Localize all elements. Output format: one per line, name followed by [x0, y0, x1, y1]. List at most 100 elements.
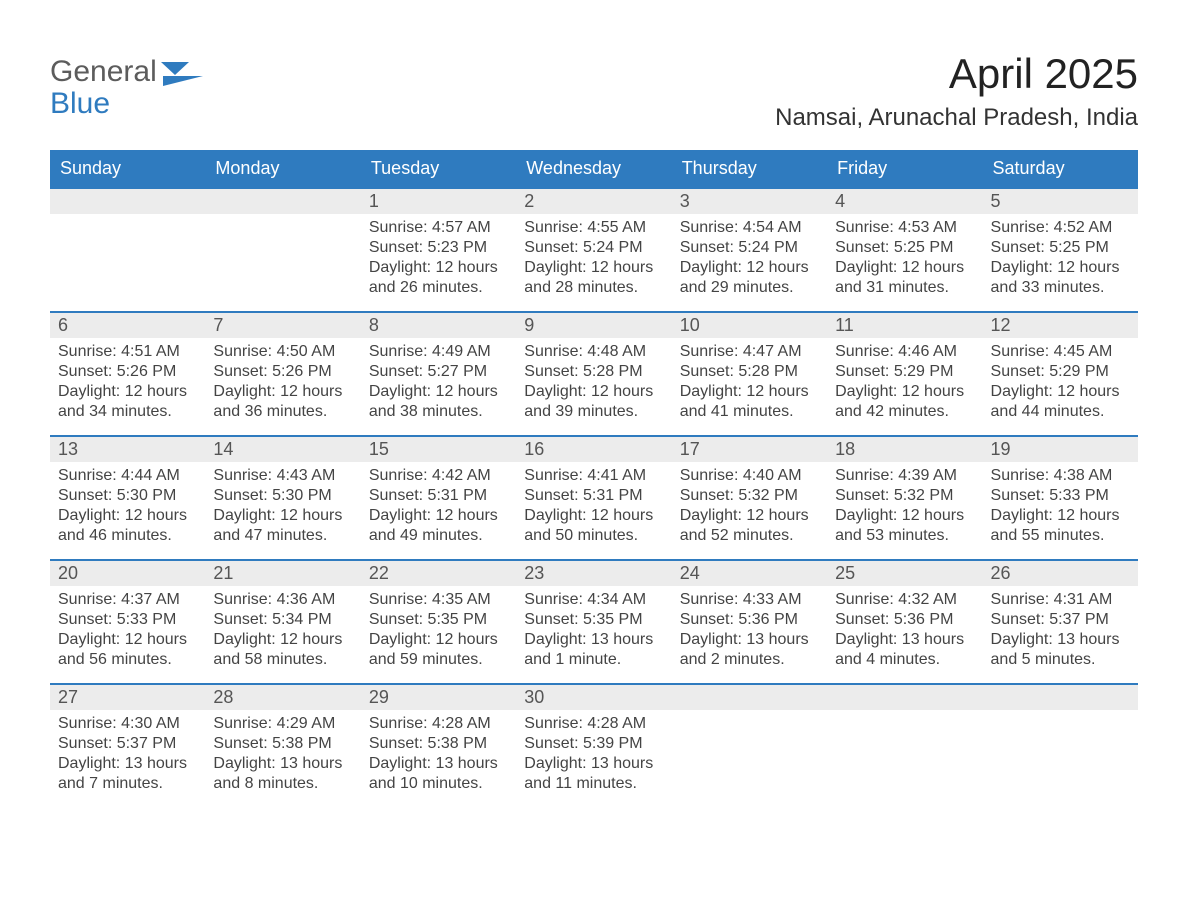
- sunrise-text: Sunrise: 4:39 AM: [835, 466, 974, 486]
- daylight-text: Daylight: 12 hours and 29 minutes.: [680, 258, 819, 298]
- day-body: Sunrise: 4:54 AMSunset: 5:24 PMDaylight:…: [672, 214, 827, 306]
- daylight-text: Daylight: 12 hours and 36 minutes.: [213, 382, 352, 422]
- weekday-header: Monday: [205, 150, 360, 187]
- weeks-container: 1Sunrise: 4:57 AMSunset: 5:23 PMDaylight…: [50, 187, 1138, 807]
- day-number: 1: [361, 189, 516, 214]
- daylight-text: Daylight: 13 hours and 8 minutes.: [213, 754, 352, 794]
- sunrise-text: Sunrise: 4:36 AM: [213, 590, 352, 610]
- day-body: Sunrise: 4:46 AMSunset: 5:29 PMDaylight:…: [827, 338, 982, 430]
- day-number: 30: [516, 685, 671, 710]
- day-body: Sunrise: 4:53 AMSunset: 5:25 PMDaylight:…: [827, 214, 982, 306]
- daylight-text: Daylight: 12 hours and 26 minutes.: [369, 258, 508, 298]
- week-row: 6Sunrise: 4:51 AMSunset: 5:26 PMDaylight…: [50, 311, 1138, 435]
- weekday-header: Friday: [827, 150, 982, 187]
- sunset-text: Sunset: 5:35 PM: [369, 610, 508, 630]
- day-cell: 16Sunrise: 4:41 AMSunset: 5:31 PMDayligh…: [516, 437, 671, 559]
- day-cell: 28Sunrise: 4:29 AMSunset: 5:38 PMDayligh…: [205, 685, 360, 807]
- sunrise-text: Sunrise: 4:53 AM: [835, 218, 974, 238]
- daylight-text: Daylight: 12 hours and 55 minutes.: [991, 506, 1130, 546]
- sunrise-text: Sunrise: 4:32 AM: [835, 590, 974, 610]
- day-cell: 8 Sunrise: 4:49 AMSunset: 5:27 PMDaylight…: [361, 313, 516, 435]
- weekday-header: Saturday: [983, 150, 1138, 187]
- daylight-text: Daylight: 12 hours and 28 minutes.: [524, 258, 663, 298]
- day-number: 21: [205, 561, 360, 586]
- sunset-text: Sunset: 5:28 PM: [524, 362, 663, 382]
- day-number: 27: [50, 685, 205, 710]
- day-number: 3: [672, 189, 827, 214]
- day-cell: 29Sunrise: 4:28 AMSunset: 5:38 PMDayligh…: [361, 685, 516, 807]
- day-body: Sunrise: 4:28 AMSunset: 5:39 PMDaylight:…: [516, 710, 671, 802]
- day-number: 8: [361, 313, 516, 338]
- daylight-text: Daylight: 12 hours and 46 minutes.: [58, 506, 197, 546]
- daylight-text: Daylight: 12 hours and 41 minutes.: [680, 382, 819, 422]
- daylight-text: Daylight: 12 hours and 52 minutes.: [680, 506, 819, 546]
- day-number: 29: [361, 685, 516, 710]
- sunset-text: Sunset: 5:31 PM: [369, 486, 508, 506]
- day-number: 12: [983, 313, 1138, 338]
- sunset-text: Sunset: 5:27 PM: [369, 362, 508, 382]
- sunrise-text: Sunrise: 4:44 AM: [58, 466, 197, 486]
- sunset-text: Sunset: 5:26 PM: [213, 362, 352, 382]
- sunset-text: Sunset: 5:32 PM: [835, 486, 974, 506]
- daylight-text: Daylight: 13 hours and 11 minutes.: [524, 754, 663, 794]
- sunrise-text: Sunrise: 4:47 AM: [680, 342, 819, 362]
- day-body: Sunrise: 4:37 AMSunset: 5:33 PMDaylight:…: [50, 586, 205, 678]
- day-body: Sunrise: 4:30 AMSunset: 5:37 PMDaylight:…: [50, 710, 205, 802]
- sunset-text: Sunset: 5:39 PM: [524, 734, 663, 754]
- sunrise-text: Sunrise: 4:45 AM: [991, 342, 1130, 362]
- weekday-header-row: SundayMondayTuesdayWednesdayThursdayFrid…: [50, 150, 1138, 187]
- day-number: 2: [516, 189, 671, 214]
- day-body: Sunrise: 4:47 AMSunset: 5:28 PMDaylight:…: [672, 338, 827, 430]
- day-number: 25: [827, 561, 982, 586]
- location: Namsai, Arunachal Pradesh, India: [775, 104, 1138, 132]
- sunset-text: Sunset: 5:25 PM: [835, 238, 974, 258]
- sunset-text: Sunset: 5:31 PM: [524, 486, 663, 506]
- sunset-text: Sunset: 5:30 PM: [213, 486, 352, 506]
- sunrise-text: Sunrise: 4:33 AM: [680, 590, 819, 610]
- calendar: SundayMondayTuesdayWednesdayThursdayFrid…: [50, 150, 1138, 807]
- daylight-text: Daylight: 12 hours and 38 minutes.: [369, 382, 508, 422]
- day-number: 24: [672, 561, 827, 586]
- day-body: Sunrise: 4:38 AMSunset: 5:33 PMDaylight:…: [983, 462, 1138, 554]
- sunset-text: Sunset: 5:30 PM: [58, 486, 197, 506]
- day-body: Sunrise: 4:31 AMSunset: 5:37 PMDaylight:…: [983, 586, 1138, 678]
- sunset-text: Sunset: 5:23 PM: [369, 238, 508, 258]
- day-cell: 17Sunrise: 4:40 AMSunset: 5:32 PMDayligh…: [672, 437, 827, 559]
- day-body: Sunrise: 4:39 AMSunset: 5:32 PMDaylight:…: [827, 462, 982, 554]
- day-cell: 15Sunrise: 4:42 AMSunset: 5:31 PMDayligh…: [361, 437, 516, 559]
- sunset-text: Sunset: 5:25 PM: [991, 238, 1130, 258]
- day-body: Sunrise: 4:43 AMSunset: 5:30 PMDaylight:…: [205, 462, 360, 554]
- sunrise-text: Sunrise: 4:49 AM: [369, 342, 508, 362]
- sunrise-text: Sunrise: 4:29 AM: [213, 714, 352, 734]
- day-number: [827, 685, 982, 710]
- day-cell: 23Sunrise: 4:34 AMSunset: 5:35 PMDayligh…: [516, 561, 671, 683]
- daylight-text: Daylight: 12 hours and 47 minutes.: [213, 506, 352, 546]
- day-body: Sunrise: 4:48 AMSunset: 5:28 PMDaylight:…: [516, 338, 671, 430]
- day-cell: 3Sunrise: 4:54 AMSunset: 5:24 PMDaylight…: [672, 189, 827, 311]
- month-title: April 2025: [775, 50, 1138, 98]
- day-body: [983, 710, 1138, 722]
- day-body: Sunrise: 4:51 AMSunset: 5:26 PMDaylight:…: [50, 338, 205, 430]
- sunrise-text: Sunrise: 4:43 AM: [213, 466, 352, 486]
- day-cell: 21Sunrise: 4:36 AMSunset: 5:34 PMDayligh…: [205, 561, 360, 683]
- day-body: Sunrise: 4:41 AMSunset: 5:31 PMDaylight:…: [516, 462, 671, 554]
- sunrise-text: Sunrise: 4:41 AM: [524, 466, 663, 486]
- day-cell: 11Sunrise: 4:46 AMSunset: 5:29 PMDayligh…: [827, 313, 982, 435]
- day-number: 17: [672, 437, 827, 462]
- day-body: Sunrise: 4:50 AMSunset: 5:26 PMDaylight:…: [205, 338, 360, 430]
- day-cell: 26Sunrise: 4:31 AMSunset: 5:37 PMDayligh…: [983, 561, 1138, 683]
- day-body: Sunrise: 4:42 AMSunset: 5:31 PMDaylight:…: [361, 462, 516, 554]
- logo: General Blue: [50, 50, 203, 119]
- daylight-text: Daylight: 12 hours and 50 minutes.: [524, 506, 663, 546]
- day-number: 6: [50, 313, 205, 338]
- daylight-text: Daylight: 12 hours and 49 minutes.: [369, 506, 508, 546]
- day-cell: 18Sunrise: 4:39 AMSunset: 5:32 PMDayligh…: [827, 437, 982, 559]
- daylight-text: Daylight: 13 hours and 10 minutes.: [369, 754, 508, 794]
- logo-word-1: General: [50, 56, 157, 88]
- daylight-text: Daylight: 12 hours and 59 minutes.: [369, 630, 508, 670]
- day-number: 15: [361, 437, 516, 462]
- sunset-text: Sunset: 5:26 PM: [58, 362, 197, 382]
- week-row: 20Sunrise: 4:37 AMSunset: 5:33 PMDayligh…: [50, 559, 1138, 683]
- day-body: [827, 710, 982, 722]
- day-body: Sunrise: 4:28 AMSunset: 5:38 PMDaylight:…: [361, 710, 516, 802]
